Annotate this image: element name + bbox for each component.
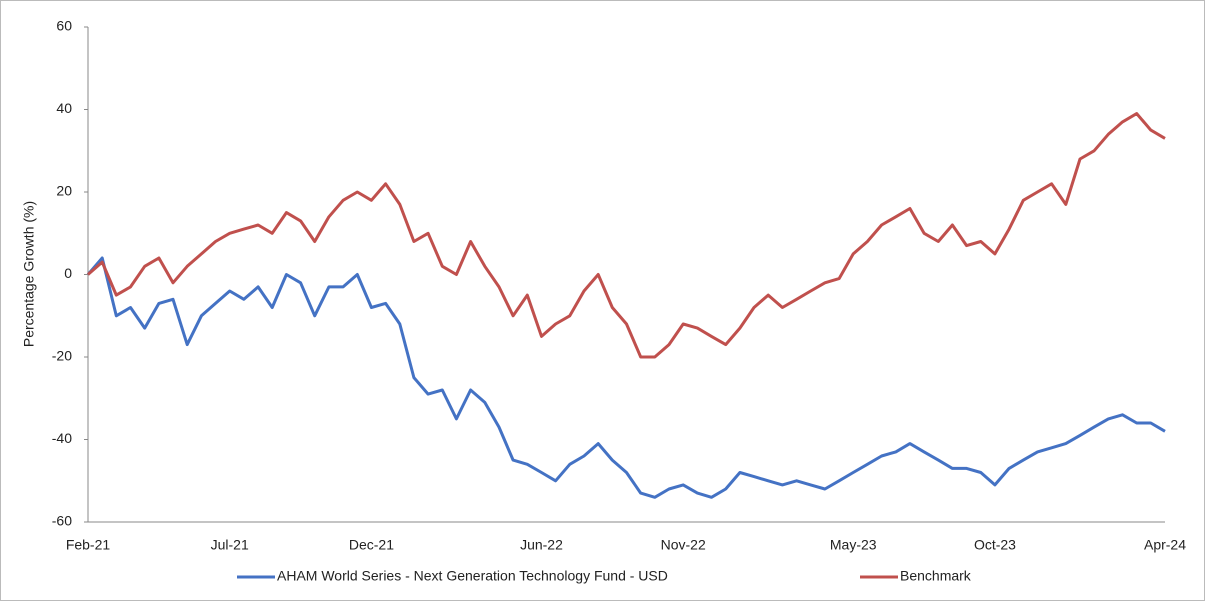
x-tick-label: Feb-21 bbox=[66, 537, 111, 553]
y-tick-label: -20 bbox=[52, 348, 72, 364]
x-tick-label: Dec-21 bbox=[349, 537, 394, 553]
x-tick-label: Nov-22 bbox=[661, 537, 706, 553]
x-tick-label: Oct-23 bbox=[974, 537, 1016, 553]
y-tick-label: -40 bbox=[52, 430, 72, 446]
x-tick-label: Jun-22 bbox=[520, 537, 563, 553]
y-tick-label: 0 bbox=[64, 265, 72, 281]
series-line bbox=[87, 112, 1166, 359]
series-line bbox=[86, 256, 1166, 499]
x-tick-label: Apr-24 bbox=[1144, 537, 1186, 553]
y-axis-label: Percentage Growth (%) bbox=[21, 201, 37, 347]
x-tick-label: Jul-21 bbox=[211, 537, 249, 553]
y-tick-label: 20 bbox=[56, 183, 72, 199]
legend-label: Benchmark bbox=[900, 568, 972, 584]
y-tick-label: -60 bbox=[52, 513, 72, 529]
legend-label: AHAM World Series - Next Generation Tech… bbox=[277, 568, 668, 584]
y-tick-label: 60 bbox=[56, 18, 72, 34]
x-tick-label: May-23 bbox=[830, 537, 877, 553]
y-tick-label: 40 bbox=[56, 100, 72, 116]
